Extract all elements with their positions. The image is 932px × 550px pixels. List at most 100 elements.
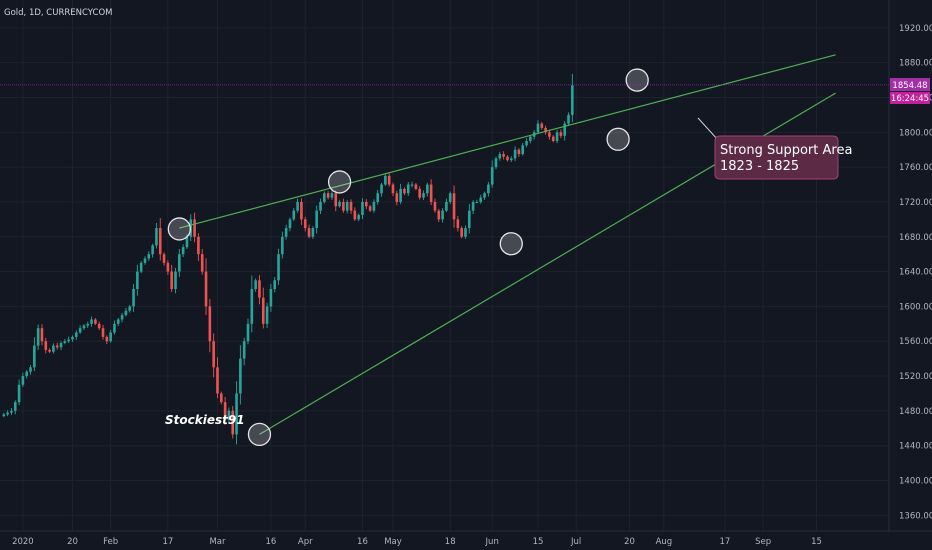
- x-tick-label: 18: [445, 537, 456, 547]
- candle: [475, 199, 479, 204]
- author-watermark: Stockiest91: [165, 413, 245, 427]
- candle: [147, 251, 151, 261]
- candle: [387, 172, 391, 187]
- support-callout: Strong Support Area 1823 - 1825: [697, 117, 852, 180]
- candle: [342, 198, 345, 213]
- candle: [90, 316, 93, 327]
- candle: [471, 200, 475, 215]
- candle: [235, 381, 238, 445]
- candle: [334, 190, 338, 212]
- candle: [345, 200, 349, 214]
- candle: [265, 302, 269, 329]
- y-tick-label: 1920.00: [899, 24, 932, 34]
- candle: [116, 317, 120, 327]
- grid-lines: [0, 0, 889, 531]
- candle: [101, 324, 105, 340]
- candle: [13, 400, 17, 415]
- candle: [445, 198, 448, 213]
- candle: [75, 330, 78, 340]
- highlight-circle: [499, 232, 523, 256]
- candle: [525, 138, 528, 148]
- candle: [536, 120, 540, 134]
- candle: [155, 222, 158, 249]
- candle: [357, 213, 360, 222]
- y-tick-label: 1880.00: [899, 59, 932, 69]
- candle: [521, 142, 525, 156]
- candle: [311, 226, 315, 239]
- candle: [307, 224, 311, 239]
- candle: [52, 343, 55, 354]
- candle: [513, 146, 517, 162]
- candle: [21, 372, 25, 387]
- candle: [338, 199, 341, 208]
- candle: [540, 122, 544, 130]
- x-tick-label: Aug: [656, 537, 673, 547]
- trendline-upper-resistance[interactable]: [179, 54, 836, 229]
- candle: [223, 396, 227, 426]
- candle: [292, 208, 296, 221]
- candle: [426, 182, 429, 197]
- x-tick-label: 17: [162, 537, 173, 547]
- candle: [174, 267, 177, 294]
- candle: [6, 410, 9, 417]
- candle: [376, 189, 380, 205]
- candle: [29, 365, 32, 375]
- candle: [219, 391, 223, 405]
- x-tick-label: Mar: [209, 537, 226, 547]
- candle: [437, 208, 441, 223]
- candle: [269, 283, 273, 312]
- candle: [498, 151, 502, 161]
- time-axis[interactable]: 2020 20 Feb 17 Mar 16 Apr 16 May 18 Jun 15 Jul 20 Aug 1…: [12, 537, 822, 547]
- candle: [414, 182, 418, 191]
- candle: [246, 318, 250, 345]
- candle: [128, 304, 132, 313]
- candle: [395, 190, 399, 206]
- candle: [242, 337, 246, 366]
- candle: [254, 278, 257, 292]
- candle: [483, 191, 486, 200]
- candle: [494, 156, 498, 170]
- candle: [181, 244, 185, 258]
- candle: [48, 348, 51, 353]
- candle: [364, 199, 368, 210]
- candle: [361, 198, 364, 220]
- candle: [158, 218, 162, 261]
- candle: [143, 256, 147, 265]
- candle: [239, 345, 242, 405]
- candle: [429, 179, 433, 206]
- candle: [78, 325, 82, 334]
- candle: [71, 335, 74, 342]
- candle: [479, 194, 483, 204]
- candle: [296, 198, 299, 213]
- bar-countdown-label: 16:24:45: [891, 94, 929, 104]
- candle: [136, 264, 139, 296]
- x-tick-label: Jul: [570, 537, 581, 547]
- candle: [193, 212, 196, 243]
- y-tick-label: 1680.00: [899, 233, 932, 243]
- candle: [120, 312, 124, 323]
- candle: [517, 148, 521, 157]
- candle: [139, 261, 143, 274]
- candle: [555, 129, 559, 144]
- candle: [109, 329, 112, 343]
- candle: [44, 337, 48, 354]
- y-tick-label: 1360.00: [899, 511, 932, 521]
- candle: [330, 190, 334, 200]
- candle: [261, 287, 265, 329]
- candle: [300, 198, 303, 225]
- candle: [33, 337, 36, 372]
- y-tick-label: 1520.00: [899, 372, 932, 382]
- candle: [368, 204, 372, 212]
- x-tick-label: 20: [67, 537, 78, 547]
- candle: [36, 324, 40, 350]
- candle: [212, 333, 215, 378]
- y-tick-label: 1560.00: [899, 337, 932, 347]
- y-tick-label: 1800.00: [899, 128, 932, 138]
- candle: [548, 129, 551, 140]
- candle: [162, 252, 166, 266]
- candle: [544, 125, 547, 135]
- x-tick-label: Feb: [103, 537, 118, 547]
- x-tick-label: 20: [624, 537, 635, 547]
